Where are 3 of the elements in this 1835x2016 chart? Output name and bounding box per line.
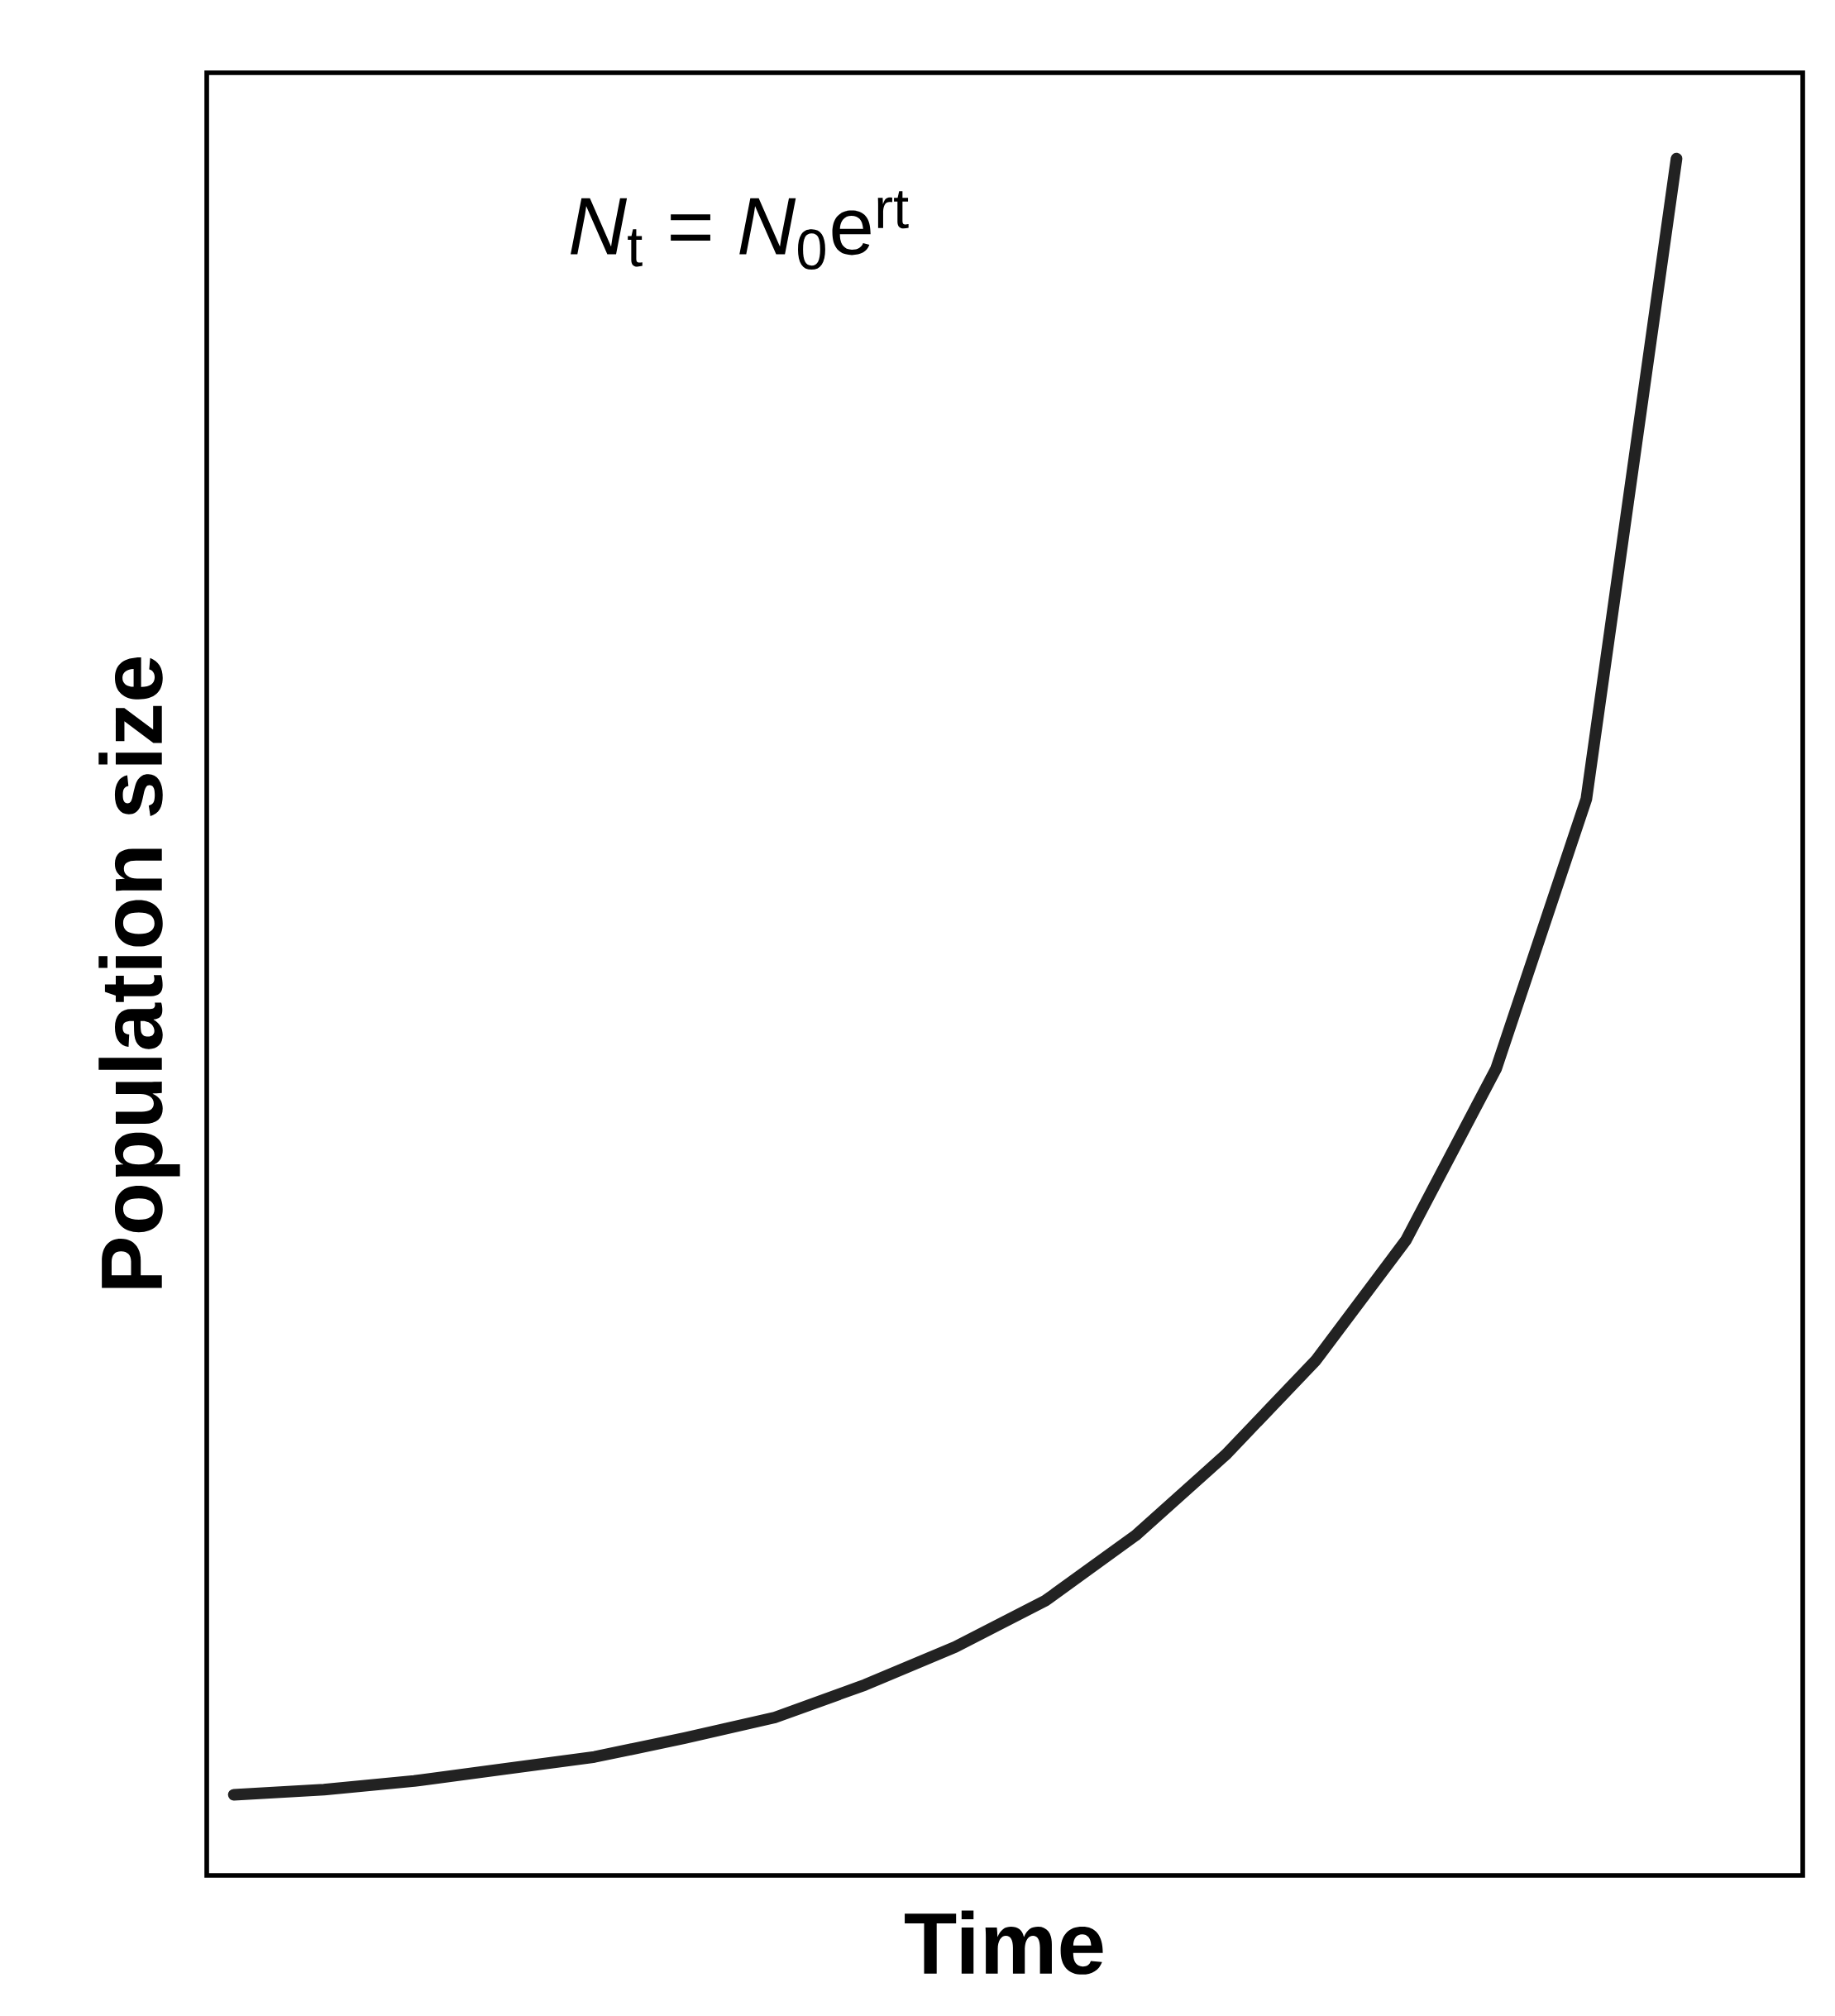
x-axis-title: Time [905,1910,1103,1975]
y-axis-title: Population size [98,657,180,1288]
annotation: N$_{t}$ = N$_{0}$e$^{rt}$ [571,191,909,270]
